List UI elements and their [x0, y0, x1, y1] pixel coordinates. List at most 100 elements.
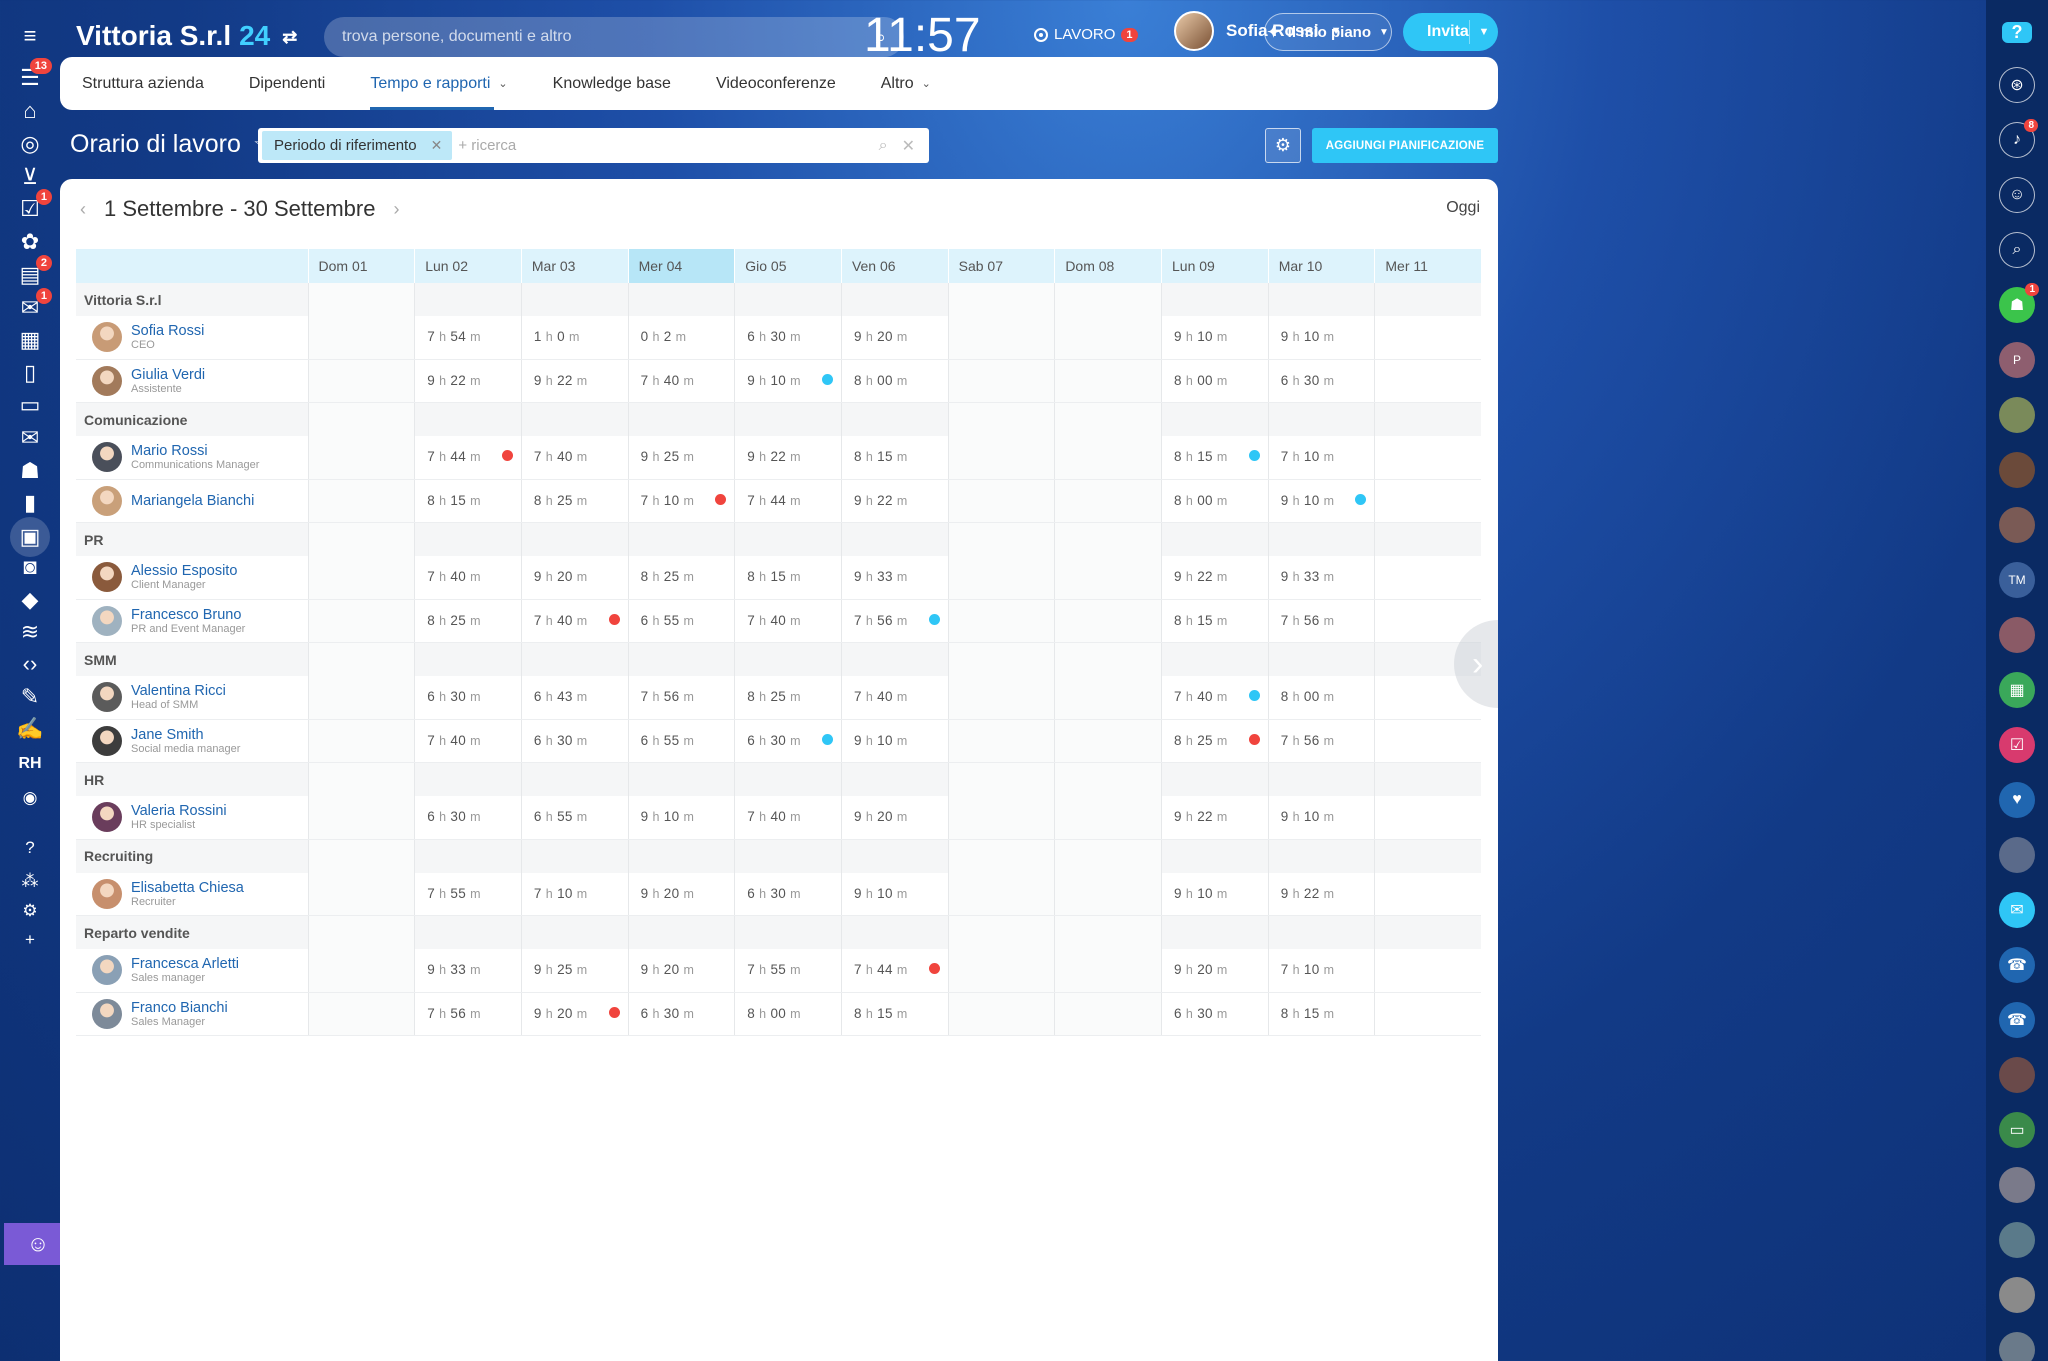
warning-icon[interactable] [608, 613, 620, 625]
hours-cell[interactable]: 9 h 33 m [414, 949, 521, 992]
hours-cell[interactable]: 8 h 15 m [840, 436, 948, 479]
hours-cell[interactable] [947, 676, 1055, 719]
hours-cell[interactable] [1054, 872, 1162, 915]
hours-cell[interactable] [1374, 676, 1481, 719]
add-schedule-button[interactable]: AGGIUNGI PIANIFICAZIONE [1312, 128, 1498, 163]
hours-cell[interactable]: 8 h 25 m [1161, 719, 1268, 762]
hours-cell[interactable] [307, 479, 415, 522]
target-nav-item[interactable]: ◎ [6, 126, 54, 162]
sitemap-icon[interactable]: ⁂ [21, 871, 39, 890]
hours-cell[interactable]: 9 h 10 m [1267, 316, 1375, 359]
warning-icon[interactable] [608, 1006, 620, 1018]
timeman-nav-item[interactable]: ▣ [10, 517, 50, 557]
pen-nav-item[interactable]: ✍ [6, 711, 54, 747]
avatar-icon[interactable] [1999, 1332, 2035, 1361]
avatar[interactable] [92, 725, 122, 756]
employee-name[interactable]: Valentina Ricci [131, 683, 226, 700]
avatar-p-icon[interactable]: P [1999, 342, 2035, 378]
cart-nav-item[interactable]: ⊻ [6, 159, 54, 195]
hours-cell[interactable]: 9 h 25 m [627, 436, 735, 479]
hours-cell[interactable]: 8 h 00 m [1267, 676, 1375, 719]
hours-cell[interactable]: 7 h 10 m [520, 872, 628, 915]
tasks-nav-item[interactable]: ☑ 1 [6, 189, 54, 227]
hours-cell[interactable]: 0 h 2 m [627, 316, 735, 359]
hours-cell[interactable]: 9 h 20 m [520, 556, 628, 599]
inbox-nav-item[interactable]: ▤ 2 [6, 255, 54, 293]
hours-cell[interactable] [307, 949, 415, 992]
hours-cell[interactable]: 7 h 40 m [414, 556, 521, 599]
phone-icon[interactable]: ☎ [1999, 947, 2035, 983]
hours-cell[interactable]: 7 h 54 m [414, 316, 521, 359]
hours-cell[interactable] [1374, 316, 1481, 359]
hours-cell[interactable]: 6 h 30 m [414, 676, 521, 719]
hours-cell[interactable]: 8 h 15 m [1267, 992, 1375, 1035]
hours-cell[interactable]: 7 h 56 m [414, 992, 521, 1035]
hours-cell[interactable]: 8 h 00 m [840, 359, 948, 402]
hours-cell[interactable] [1054, 599, 1162, 642]
hours-cell[interactable]: 9 h 22 m [1161, 556, 1268, 599]
hours-cell[interactable] [1054, 359, 1162, 402]
hours-cell[interactable]: 6 h 30 m [1267, 359, 1375, 402]
hours-cell[interactable] [1374, 992, 1481, 1035]
hours-cell[interactable]: 8 h 15 m [1161, 599, 1268, 642]
hours-cell[interactable]: 7 h 44 m [734, 479, 841, 522]
hours-cell[interactable]: 6 h 30 m [734, 872, 841, 915]
confirmed-icon[interactable] [1355, 493, 1367, 505]
hours-cell[interactable]: 9 h 10 m [734, 359, 841, 402]
hours-cell[interactable]: 9 h 22 m [520, 359, 628, 402]
employee-name[interactable]: Jane Smith [131, 726, 204, 743]
document-nav-item[interactable]: ▯ [6, 355, 54, 391]
hours-cell[interactable]: 7 h 10 m [1267, 436, 1375, 479]
employee-name[interactable]: Alessio Esposito [131, 563, 238, 580]
avatar-icon[interactable] [1999, 1057, 2035, 1093]
mail-nav-item[interactable]: ✉ [6, 420, 54, 456]
confirmed-icon[interactable] [821, 733, 833, 745]
calendar-nav-item[interactable]: ▦ [6, 322, 54, 358]
search-input[interactable] [342, 28, 876, 46]
avatar-icon[interactable] [1999, 837, 2035, 873]
hours-cell[interactable] [1374, 556, 1481, 599]
hours-cell[interactable]: 8 h 25 m [627, 556, 735, 599]
hours-cell[interactable]: 1 h 0 m [520, 316, 628, 359]
confirmed-icon[interactable] [928, 613, 940, 625]
work-status[interactable]: LAVORO 1 [1034, 26, 1138, 43]
hours-cell[interactable]: 7 h 55 m [734, 949, 841, 992]
hours-cell[interactable]: 9 h 10 m [1161, 316, 1268, 359]
hours-cell[interactable]: 8 h 25 m [414, 599, 521, 642]
hours-cell[interactable]: 8 h 00 m [1161, 359, 1268, 402]
hours-cell[interactable] [307, 719, 415, 762]
filter-chip[interactable]: Periodo di riferimento ✕ [262, 131, 453, 160]
employee-name[interactable]: Franco Bianchi [131, 999, 228, 1016]
warning-icon[interactable] [501, 450, 513, 461]
bell-icon[interactable]: ♪ 8 [1999, 119, 2038, 158]
hours-cell[interactable] [1054, 796, 1162, 839]
home-nav-item[interactable]: ⌂ [6, 93, 54, 129]
hours-cell[interactable] [307, 556, 415, 599]
hours-cell[interactable]: 8 h 00 m [734, 992, 841, 1035]
hours-cell[interactable]: 9 h 20 m [840, 796, 948, 839]
hours-cell[interactable]: 9 h 10 m [627, 796, 735, 839]
company-name[interactable]: Vittoria S.r.l 24 ⇄ [76, 20, 297, 52]
hours-cell[interactable] [307, 796, 415, 839]
employee-name[interactable]: Elisabetta Chiesa [131, 879, 244, 896]
help-icon[interactable]: ? [25, 838, 35, 857]
hours-cell[interactable] [947, 359, 1055, 402]
hours-cell[interactable] [947, 872, 1055, 915]
chevron-down-icon[interactable]: ▼ [1468, 20, 1498, 44]
hours-cell[interactable]: 6 h 55 m [627, 599, 735, 642]
user-menu[interactable]: Sofia Rossi ▼ [1174, 11, 1341, 51]
hours-cell[interactable]: 7 h 40 m [414, 719, 521, 762]
form-nav-item[interactable]: ✎ [6, 679, 54, 715]
hours-cell[interactable] [1054, 316, 1162, 359]
employee-name[interactable]: Mariangela Bianchi [131, 492, 255, 509]
hours-cell[interactable]: 8 h 25 m [734, 676, 841, 719]
hours-cell[interactable]: 6 h 30 m [627, 992, 735, 1035]
close-icon[interactable]: ✕ [901, 137, 915, 155]
hours-cell[interactable] [1374, 359, 1481, 402]
hours-cell[interactable]: 6 h 30 m [1161, 992, 1268, 1035]
rh-nav-item[interactable]: RH [18, 755, 42, 772]
hours-cell[interactable] [947, 479, 1055, 522]
avatar[interactable] [92, 605, 122, 636]
hours-cell[interactable]: 9 h 22 m [414, 359, 521, 402]
tab-tempo-e-rapporti[interactable]: Tempo e rapporti ⌄ [370, 57, 508, 110]
